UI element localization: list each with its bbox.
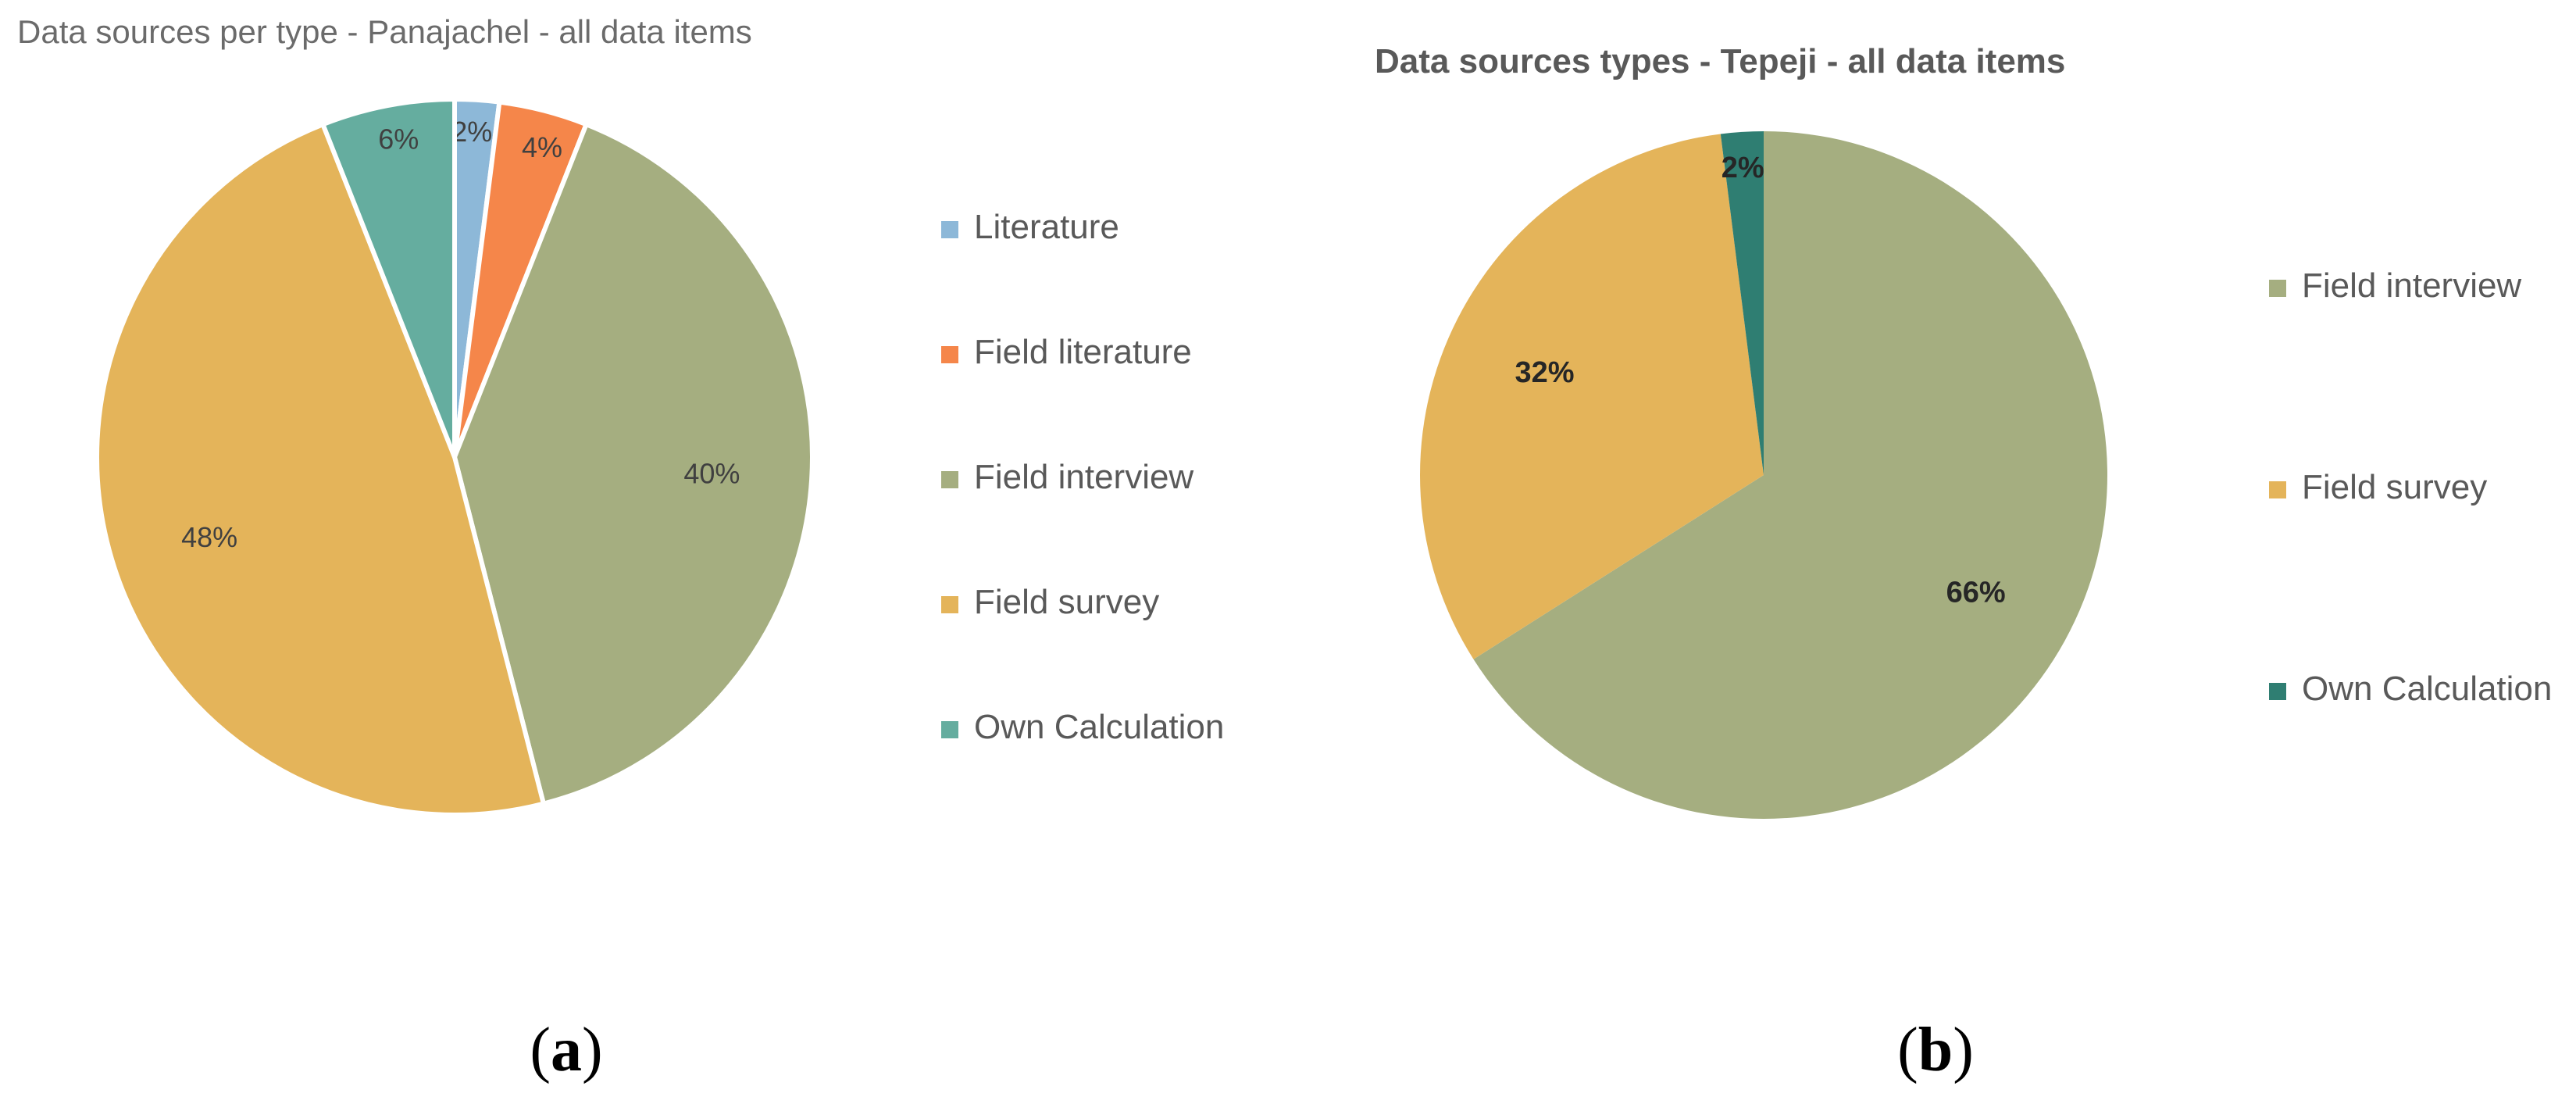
chart-a-caption: (a) — [530, 1016, 602, 1084]
legend-label-field-interview: Field interview — [2302, 266, 2521, 305]
legend-item-field-interview: Field interview — [941, 458, 1193, 496]
legend-label-field-survey: Field survey — [2302, 468, 2487, 506]
pie-label-field-literature: 4% — [522, 131, 562, 163]
legend-item-field-survey: Field survey — [941, 583, 1159, 621]
legend-label-literature: Literature — [974, 208, 1119, 246]
chart-a: Data sources per type - Panajachel - all… — [17, 13, 1224, 1084]
legend-label-field-survey: Field survey — [974, 583, 1159, 621]
legend-swatch-field-literature — [941, 346, 958, 363]
chart-b: Data sources types - Tepeji - all data i… — [1375, 42, 2552, 1084]
legend-label-field-interview: Field interview — [974, 458, 1193, 496]
chart-b-pie: 66% 32% 2% — [1420, 131, 2107, 819]
chart-b-legend: Field interview Field survey Own Calculati… — [2269, 266, 2552, 708]
pie-label-own-calculation: 6% — [378, 123, 419, 155]
pie-slice-field-survey — [1420, 134, 1764, 659]
pie-slice-own-calculation — [1720, 131, 1764, 475]
legend-swatch-own-calculation — [2269, 683, 2286, 700]
legend-item-field-literature: Field literature — [941, 333, 1192, 371]
pie-label-field-survey: 48% — [181, 521, 237, 553]
legend-label-own-calculation: Own Calculation — [974, 708, 1224, 746]
legend-item-field-survey: Field survey — [2269, 468, 2487, 506]
pie-label-field-interview: 40% — [683, 458, 740, 490]
legend-item-own-calculation: Own Calculation — [2269, 670, 2552, 708]
legend-item-literature: Literature — [941, 208, 1119, 246]
chart-a-legend: Literature Field literature Field intervie… — [941, 208, 1224, 746]
legend-swatch-field-survey — [941, 596, 958, 613]
legend-swatch-own-calculation — [941, 721, 958, 738]
pie-slice-field-survey — [95, 122, 546, 817]
chart-b-caption: (b) — [1897, 1016, 1974, 1084]
legend-swatch-field-interview — [2269, 280, 2286, 297]
chart-a-title: Data sources per type - Panajachel - all… — [17, 13, 752, 50]
legend-swatch-literature — [941, 221, 958, 238]
legend-label-own-calculation: Own Calculation — [2302, 670, 2552, 708]
legend-swatch-field-survey — [2269, 481, 2286, 498]
chart-a-pie: 2% 4% 40% 48% 6% — [95, 97, 815, 817]
pie-label-field-interview: 66% — [1946, 576, 2006, 609]
pie-slice-own-calculation — [320, 97, 457, 459]
pie-label-field-survey: 32% — [1515, 356, 1574, 389]
legend-item-own-calculation: Own Calculation — [941, 708, 1224, 746]
pie-slice-field-interview — [452, 122, 815, 806]
legend-swatch-field-interview — [941, 471, 958, 488]
legend-label-field-literature: Field literature — [974, 333, 1192, 371]
legend-item-field-interview: Field interview — [2269, 266, 2521, 305]
pie-slice-field-interview — [1473, 131, 2107, 819]
chart-b-title: Data sources types - Tepeji - all data i… — [1375, 42, 2065, 80]
pie-label-own-calculation: 2% — [1721, 152, 1764, 184]
pie-label-literature: 2% — [451, 116, 492, 148]
